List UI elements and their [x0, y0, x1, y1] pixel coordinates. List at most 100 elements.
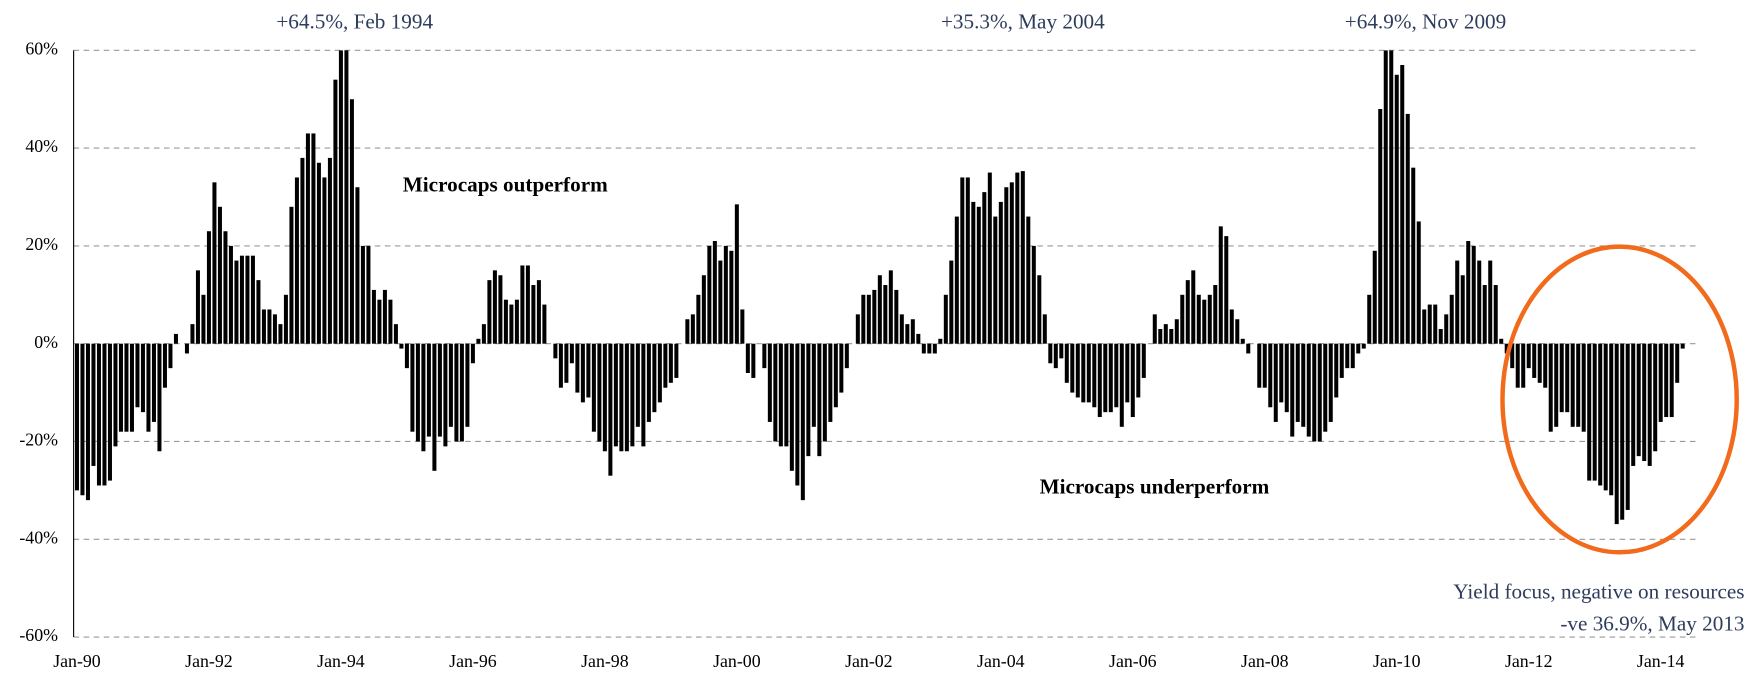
- bar: [1653, 343, 1658, 452]
- bar: [1009, 182, 1014, 344]
- annotation: Microcaps underperform: [1040, 475, 1270, 499]
- bar: [91, 343, 96, 466]
- bar: [195, 270, 200, 344]
- bar: [932, 343, 937, 354]
- x-tick-label: Jan-92: [185, 651, 233, 671]
- bar: [553, 343, 558, 359]
- bar: [707, 245, 712, 344]
- bar: [938, 338, 943, 344]
- bar: [762, 343, 767, 369]
- bar: [1213, 285, 1218, 344]
- bar: [1394, 74, 1399, 344]
- bar: [448, 343, 453, 427]
- bar: [1064, 343, 1069, 383]
- bar: [74, 343, 79, 491]
- bar: [1422, 309, 1427, 344]
- bar: [1592, 343, 1597, 481]
- bar: [118, 343, 123, 432]
- bar: [1097, 343, 1102, 418]
- bar: [1669, 343, 1674, 418]
- bar: [1598, 343, 1603, 486]
- bar: [1515, 343, 1520, 388]
- bar: [1312, 343, 1317, 442]
- bar: [558, 343, 563, 388]
- bar: [1411, 167, 1416, 344]
- bar: [465, 343, 470, 427]
- bar: [1433, 304, 1438, 344]
- highlight-ellipse: [1500, 244, 1739, 555]
- bar: [366, 245, 371, 344]
- x-tick-label: Jan-98: [581, 651, 629, 671]
- bar: [954, 216, 959, 344]
- bar: [272, 314, 277, 344]
- bar: [344, 50, 349, 344]
- bar: [569, 343, 574, 364]
- bar: [454, 343, 459, 442]
- bar: [1196, 294, 1201, 344]
- bar: [470, 343, 475, 364]
- bar: [509, 304, 514, 344]
- bar: [245, 255, 250, 344]
- bar: [140, 343, 145, 413]
- bar: [1466, 241, 1471, 344]
- annotation: Yield focus, negative on resources: [1453, 579, 1744, 603]
- bar: [173, 333, 178, 344]
- bar: [360, 245, 365, 344]
- bar: [833, 343, 838, 408]
- bar: [1273, 343, 1278, 422]
- bar: [289, 206, 294, 344]
- bar: [828, 343, 833, 422]
- bar: [1471, 245, 1476, 344]
- bar: [1609, 343, 1614, 496]
- bar: [1576, 343, 1581, 427]
- bar: [1262, 343, 1267, 388]
- bar: [1548, 343, 1553, 432]
- bar: [234, 260, 239, 344]
- bar: [1477, 260, 1482, 344]
- bar: [822, 343, 827, 442]
- bar: [1202, 299, 1207, 344]
- bar: [349, 99, 354, 344]
- bar: [1323, 343, 1328, 432]
- bar: [685, 319, 690, 344]
- bar: [1086, 343, 1091, 403]
- bar: [1240, 338, 1245, 344]
- bar: [531, 285, 536, 344]
- bar: [1163, 324, 1168, 344]
- bar: [1169, 329, 1174, 344]
- bar: [789, 343, 794, 471]
- bar: [415, 343, 420, 442]
- bar: [1532, 343, 1537, 378]
- bar: [861, 294, 866, 344]
- bar: [135, 343, 140, 408]
- bar: [305, 133, 310, 344]
- annotation: +35.3%, May 2004: [941, 9, 1105, 33]
- bar: [1570, 343, 1575, 427]
- bars: [74, 50, 1685, 525]
- bar: [542, 304, 547, 344]
- bar: [674, 343, 679, 378]
- bar: [921, 343, 926, 354]
- bar: [278, 324, 283, 344]
- bar: [1141, 343, 1146, 378]
- bar: [701, 275, 706, 344]
- bar: [1510, 343, 1515, 369]
- bar: [839, 343, 844, 393]
- bar: [773, 343, 778, 442]
- bar: [1565, 343, 1570, 413]
- bar: [641, 343, 646, 447]
- bar: [712, 241, 717, 344]
- bar: [1345, 343, 1350, 369]
- bar: [1048, 343, 1053, 364]
- bar: [1499, 338, 1504, 344]
- bar: [564, 343, 569, 383]
- bar: [1460, 275, 1465, 344]
- bar: [487, 280, 492, 344]
- bar: [393, 324, 398, 344]
- bar: [872, 289, 877, 344]
- bar: [960, 177, 965, 344]
- bar: [421, 343, 426, 452]
- bar: [1158, 329, 1163, 344]
- bar: [1053, 343, 1058, 369]
